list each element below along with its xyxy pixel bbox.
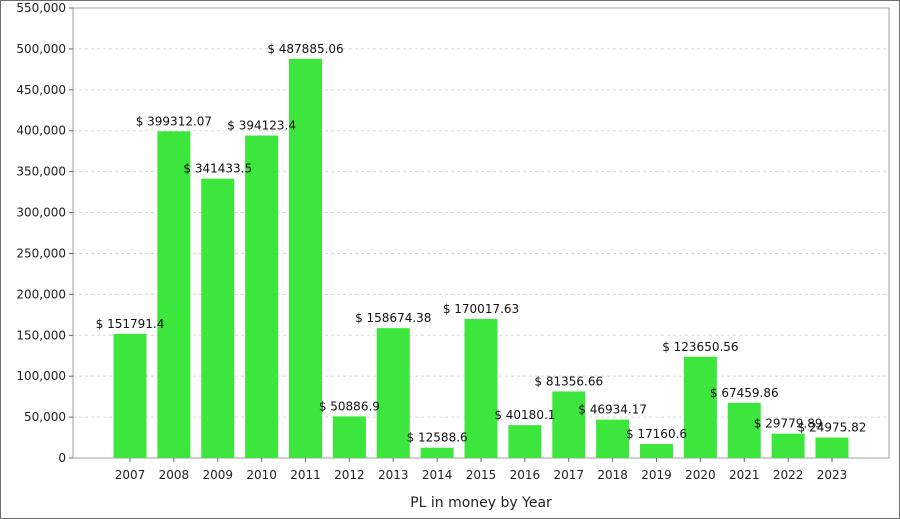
x-tick-label: 2013 [378,468,409,482]
x-tick-label: 2018 [597,468,628,482]
y-tick-label: 0 [58,451,66,465]
y-tick-label: 150,000 [16,328,66,342]
bar-2011 [289,58,322,458]
x-tick-label: 2016 [510,468,541,482]
data-label-2019: $ 17160.6 [626,427,687,441]
bar-2015 [464,318,498,458]
data-label-2010: $ 394123.4 [227,119,296,133]
x-tick-label: 2007 [115,468,146,482]
bar-2023 [815,437,849,458]
y-tick-label: 300,000 [16,206,66,220]
bar-2009 [201,178,235,458]
data-label-2011: $ 487885.06 [267,42,343,56]
x-tick-label: 2015 [466,468,497,482]
x-tick-label: 2014 [422,468,453,482]
y-tick-label: 50,000 [24,410,66,424]
data-label-2008: $ 399312.07 [136,114,212,128]
x-tick-label: 2020 [685,468,716,482]
x-tick-label: 2008 [159,468,190,482]
data-label-2014: $ 12588.6 [407,431,468,445]
bar-2008 [157,131,191,458]
bar-2010 [245,135,279,458]
x-tick-label: 2011 [290,468,321,482]
x-tick-label: 2022 [773,468,804,482]
y-tick-label: 400,000 [16,124,66,138]
data-label-2015: $ 170017.63 [443,302,519,316]
data-label-2012: $ 50886.9 [319,399,380,413]
x-tick-label: 2012 [334,468,365,482]
y-tick-label: 450,000 [16,83,66,97]
y-axis-ticks: 0 50,000 100,000 150,000 200,000 250,000 300,0… [16,1,73,465]
bar-2014 [420,447,454,458]
bar-2013 [376,328,410,458]
y-tick-label: 250,000 [16,246,66,260]
x-tick-label: 2019 [641,468,672,482]
x-tick-label: 2009 [202,468,233,482]
x-tick-label: 2017 [553,468,584,482]
data-label-2021: $ 67459.86 [710,386,779,400]
y-tick-label: 100,000 [16,369,66,383]
bar-2012 [332,416,366,458]
data-label-2022: $ 29779.89 [754,417,823,431]
bar-2007 [113,333,147,458]
data-label-2017: $ 81356.66 [534,374,603,388]
data-label-2023: $ 24975.82 [798,421,867,435]
bar-2018 [596,419,630,458]
bar-2022 [771,433,805,458]
data-label-2020: $ 123650.56 [662,340,738,354]
x-tick-label: 2021 [729,468,760,482]
bar-2017 [552,391,586,458]
bars [113,58,849,458]
x-axis-title: PL in money by Year [410,495,552,511]
y-tick-label: 350,000 [16,165,66,179]
data-label-2013: $ 158674.38 [355,311,431,325]
data-label-2018: $ 46934.17 [578,403,647,417]
x-axis-ticks: 2007 2008 2009 2010 2011 2012 2013 2014 2015 2016… [115,458,848,482]
data-label-2009: $ 341433.5 [183,162,252,176]
y-tick-label: 550,000 [16,1,66,15]
bar-2020 [683,356,717,458]
bar-2016 [508,425,542,458]
y-tick-label: 500,000 [16,42,66,56]
bar-2021 [727,402,761,458]
x-tick-label: 2023 [817,468,848,482]
x-tick-label: 2010 [246,468,277,482]
data-labels: $ 151791.4 $ 399312.07 $ 341433.5 $ 394123.… [96,42,867,445]
data-label-2007: $ 151791.4 [96,317,165,331]
data-label-2016: $ 40180.1 [494,408,555,422]
bar-2019 [640,443,673,458]
y-tick-label: 200,000 [16,287,66,301]
